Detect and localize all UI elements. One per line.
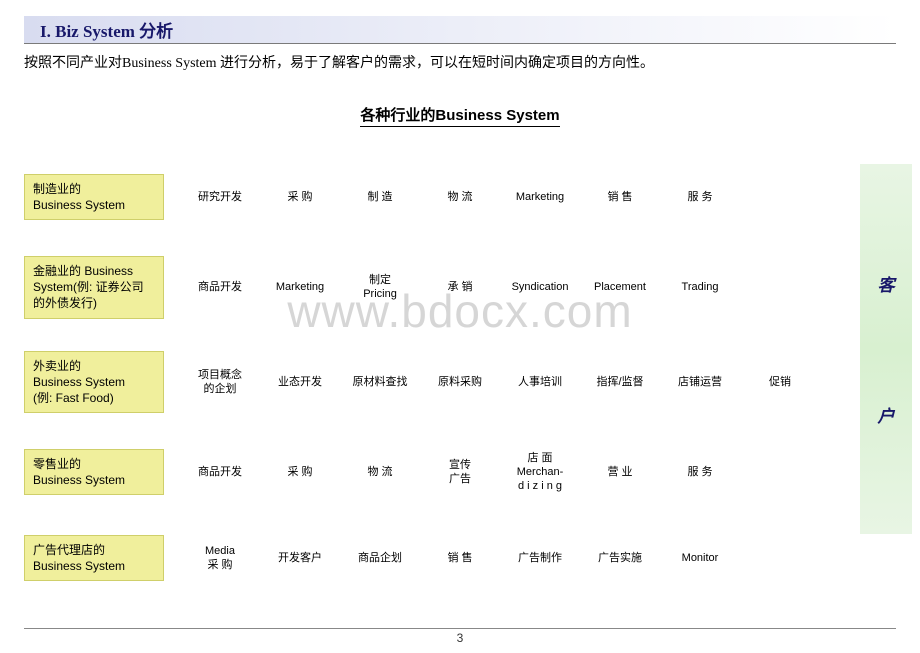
chart-title-wrap: 各种行业的Business System <box>0 104 920 127</box>
cell: 销 售 <box>582 190 658 204</box>
cell: 商品开发 <box>182 451 258 494</box>
cell: Media 采 购 <box>182 544 258 573</box>
cell <box>742 273 818 302</box>
cell: Trading <box>662 273 738 302</box>
cell: 广告制作 <box>502 544 578 573</box>
cell: 商品企划 <box>342 544 418 573</box>
cell: 服 务 <box>662 451 738 494</box>
cell: 物 流 <box>422 190 498 204</box>
content-area: 制造业的 Business System 研究开发 采 购 制 造 物 流 Ma… <box>24 170 896 610</box>
row-finance: 金融业的 Business System(例: 证券公司的外债发行) 商品开发 … <box>24 256 896 319</box>
cell: Syndication <box>502 273 578 302</box>
slide-title-bar: I. Biz System 分析 <box>24 16 896 44</box>
row-label: 广告代理店的 Business System <box>24 535 164 581</box>
cell <box>742 190 818 204</box>
cell: 店铺运营 <box>662 368 738 397</box>
row-items: 研究开发 采 购 制 造 物 流 Marketing 销 售 服 务 <box>182 190 896 204</box>
row-items: 商品开发 Marketing 制定 Pricing 承 销 Syndicatio… <box>182 273 896 302</box>
cell: 开发客户 <box>262 544 338 573</box>
cell: 商品开发 <box>182 273 258 302</box>
cell: 采 购 <box>262 190 338 204</box>
cell: 营 业 <box>582 451 658 494</box>
page-number: 3 <box>0 631 920 645</box>
cell: 采 购 <box>262 451 338 494</box>
cell: Monitor <box>662 544 738 573</box>
row-label: 零售业的 Business System <box>24 449 164 495</box>
cell: 项目概念 的企划 <box>182 368 258 397</box>
subtitle: 按照不同产业对Business System 进行分析，易于了解客户的需求，可以… <box>24 52 896 72</box>
cell: 承 销 <box>422 273 498 302</box>
row-label: 外卖业的 Business System (例: Fast Food) <box>24 351 164 414</box>
cell: 宣传 广告 <box>422 451 498 494</box>
cell: 制定 Pricing <box>342 273 418 302</box>
row-retail: 零售业的 Business System 商品开发 采 购 物 流 宣传 广告 … <box>24 445 896 499</box>
cell: 原料采购 <box>422 368 498 397</box>
chart-title: 各种行业的Business System <box>360 104 559 127</box>
row-label: 制造业的 Business System <box>24 174 164 220</box>
cell: 促销 <box>742 368 818 397</box>
cell: 物 流 <box>342 451 418 494</box>
footer-divider <box>24 628 896 629</box>
row-fastfood: 外卖业的 Business System (例: Fast Food) 项目概念… <box>24 351 896 414</box>
row-advertising: 广告代理店的 Business System Media 采 购 开发客户 商品… <box>24 531 896 585</box>
cell: Placement <box>582 273 658 302</box>
cell: 店 面 Merchan- d i z i n g <box>502 451 578 494</box>
cell <box>742 451 818 494</box>
cell: 人事培训 <box>502 368 578 397</box>
slide-title: I. Biz System 分析 <box>40 17 173 42</box>
row-items: 项目概念 的企划 业态开发 原材料查找 原料采购 人事培训 指挥/监督 店铺运营… <box>182 368 896 397</box>
cell: 服 务 <box>662 190 738 204</box>
row-items: Media 采 购 开发客户 商品企划 销 售 广告制作 广告实施 Monito… <box>182 544 896 573</box>
row-manufacturing: 制造业的 Business System 研究开发 采 购 制 造 物 流 Ma… <box>24 170 896 224</box>
cell <box>742 544 818 573</box>
cell: 业态开发 <box>262 368 338 397</box>
cell: 销 售 <box>422 544 498 573</box>
row-label: 金融业的 Business System(例: 证券公司的外债发行) <box>24 256 164 319</box>
cell: 制 造 <box>342 190 418 204</box>
cell: 研究开发 <box>182 190 258 204</box>
cell: Marketing <box>502 190 578 204</box>
cell: 指挥/监督 <box>582 368 658 397</box>
cell: Marketing <box>262 273 338 302</box>
cell: 原材料查找 <box>342 368 418 397</box>
row-items: 商品开发 采 购 物 流 宣传 广告 店 面 Merchan- d i z i … <box>182 451 896 494</box>
cell: 广告实施 <box>582 544 658 573</box>
